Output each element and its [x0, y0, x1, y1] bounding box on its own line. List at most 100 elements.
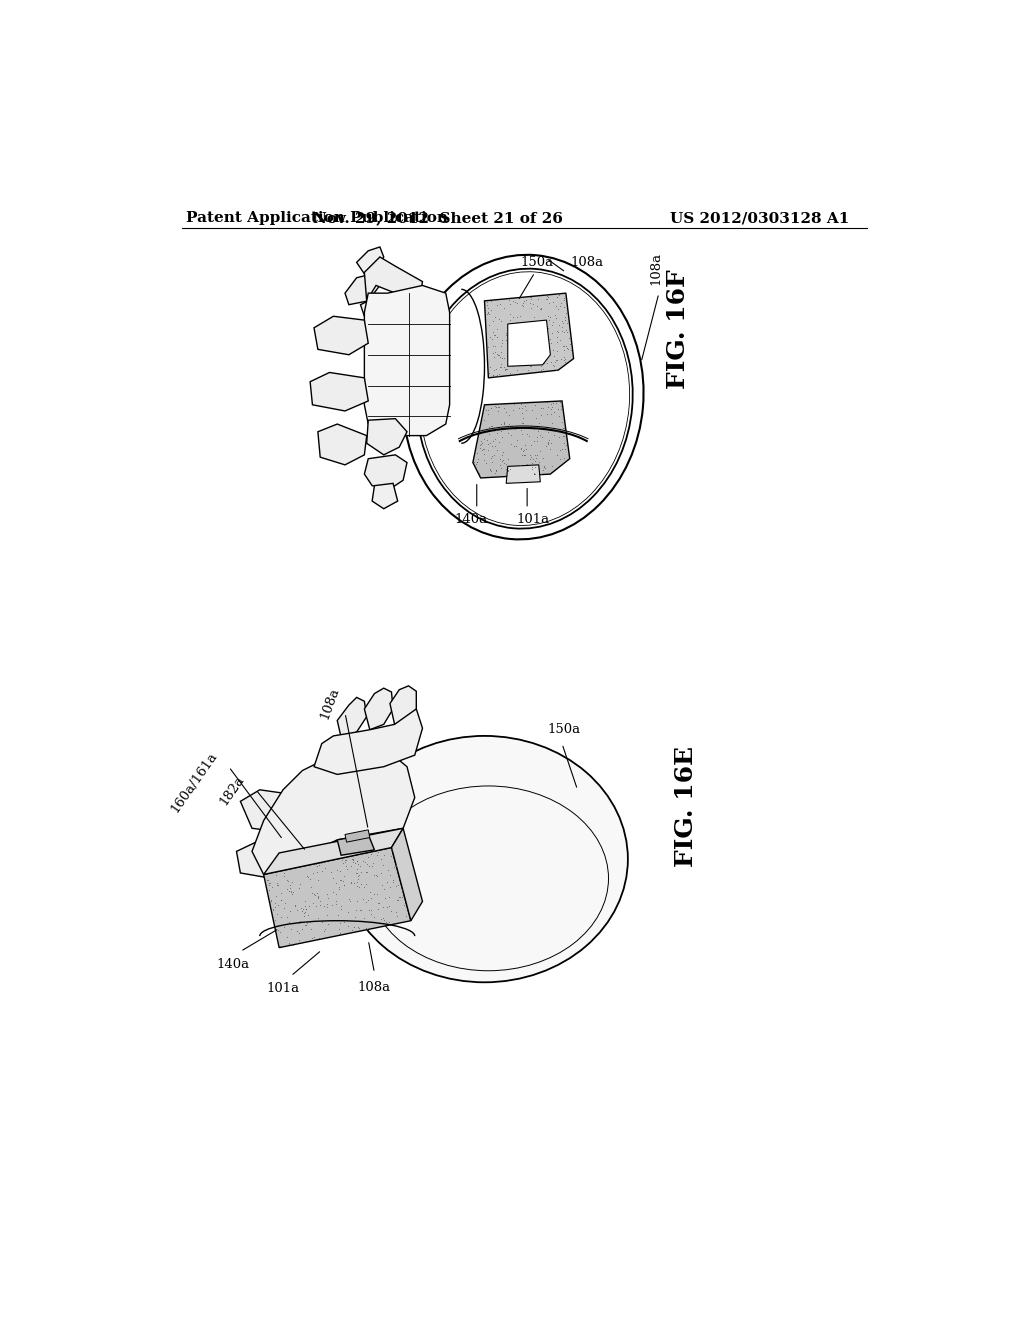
Point — [526, 463, 543, 484]
Point — [293, 898, 309, 919]
Point — [276, 898, 293, 919]
Point — [556, 351, 572, 372]
Point — [510, 325, 526, 346]
Point — [362, 843, 379, 865]
Point — [526, 348, 543, 370]
Point — [357, 851, 374, 873]
Point — [509, 339, 525, 360]
Point — [299, 866, 315, 887]
Point — [350, 865, 367, 886]
Point — [532, 346, 549, 367]
Point — [380, 859, 396, 880]
Point — [359, 890, 376, 911]
Point — [525, 306, 542, 327]
Point — [559, 321, 575, 342]
Point — [470, 462, 486, 483]
Point — [530, 451, 547, 473]
Point — [496, 441, 512, 462]
Point — [508, 359, 524, 380]
Point — [373, 908, 389, 929]
Point — [504, 317, 520, 338]
Point — [496, 413, 512, 434]
Point — [556, 289, 572, 310]
Point — [373, 862, 389, 883]
Point — [282, 875, 298, 896]
Point — [483, 436, 500, 457]
Point — [538, 289, 554, 310]
Point — [534, 342, 550, 363]
Point — [383, 900, 399, 921]
Point — [502, 362, 518, 383]
Point — [529, 420, 546, 441]
Point — [547, 351, 563, 372]
Point — [267, 896, 284, 917]
Point — [488, 459, 505, 480]
Point — [549, 326, 565, 347]
Point — [507, 418, 523, 440]
Point — [490, 432, 507, 453]
Point — [352, 855, 369, 876]
Polygon shape — [508, 321, 550, 367]
Polygon shape — [391, 829, 423, 921]
Point — [384, 840, 400, 861]
Point — [310, 887, 327, 908]
Point — [505, 306, 521, 327]
Point — [524, 346, 541, 367]
Point — [360, 899, 377, 920]
Point — [509, 342, 525, 363]
Point — [493, 417, 509, 438]
Point — [522, 355, 539, 376]
Point — [502, 310, 518, 331]
Point — [493, 293, 509, 314]
Point — [501, 337, 517, 358]
Point — [465, 453, 481, 474]
Point — [365, 853, 381, 874]
Point — [529, 318, 546, 339]
Point — [269, 919, 286, 940]
Point — [511, 355, 527, 376]
Point — [541, 333, 557, 354]
Text: 101a: 101a — [266, 982, 300, 995]
Point — [518, 289, 535, 310]
Point — [515, 407, 531, 428]
Point — [539, 404, 555, 425]
Point — [285, 935, 301, 956]
Point — [495, 426, 511, 447]
Point — [490, 309, 507, 330]
Point — [281, 933, 297, 954]
Point — [526, 463, 543, 484]
Point — [381, 912, 397, 933]
Polygon shape — [263, 847, 411, 948]
Point — [328, 894, 344, 915]
Point — [499, 359, 515, 380]
Point — [552, 296, 568, 317]
Point — [469, 442, 485, 463]
Point — [509, 293, 525, 314]
Point — [504, 355, 520, 376]
Point — [350, 869, 367, 890]
Point — [527, 447, 544, 469]
Point — [508, 313, 524, 334]
Point — [283, 882, 299, 903]
Point — [515, 296, 531, 317]
Point — [487, 325, 504, 346]
Point — [331, 876, 347, 898]
Point — [328, 890, 344, 911]
Point — [295, 899, 311, 920]
Point — [331, 878, 347, 899]
Point — [272, 935, 289, 956]
Point — [554, 310, 570, 331]
Point — [507, 292, 523, 313]
Point — [502, 304, 518, 325]
Point — [524, 315, 541, 337]
Point — [498, 325, 514, 346]
Point — [273, 883, 290, 904]
Text: 140a: 140a — [454, 512, 487, 525]
Point — [356, 908, 373, 929]
Point — [493, 310, 509, 331]
Point — [498, 322, 514, 343]
Point — [543, 404, 559, 425]
Point — [492, 393, 508, 414]
Point — [330, 904, 346, 925]
Point — [480, 422, 497, 444]
